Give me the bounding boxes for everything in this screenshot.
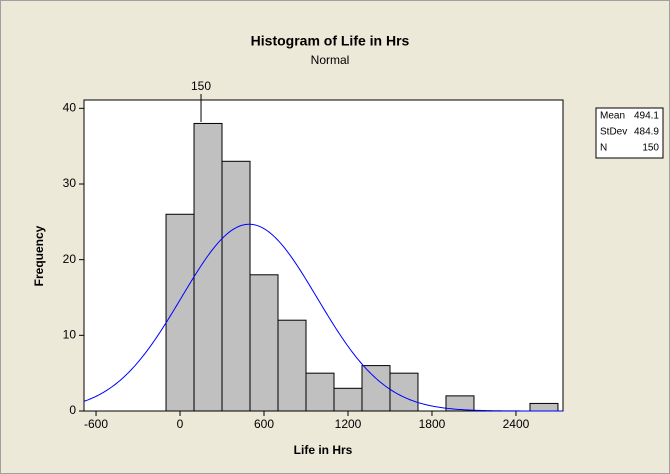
x-tick-label: 2400	[503, 417, 530, 431]
bar	[361, 365, 391, 412]
x-axis-label: Life in Hrs	[294, 443, 353, 457]
stat-value: 494.1	[634, 111, 659, 122]
stat-name: StDev	[600, 127, 627, 138]
chart-title: Histogram of Life in Hrs	[251, 33, 410, 49]
stat-value: 150	[642, 143, 659, 154]
x-tick-label: 1800	[419, 417, 446, 431]
normal-curve	[83, 223, 563, 412]
stat-name: N	[600, 143, 607, 154]
bar	[445, 395, 475, 412]
y-axis-label: Frequency	[32, 225, 46, 286]
stats-box	[595, 107, 664, 159]
bar	[249, 274, 279, 412]
bar	[221, 160, 251, 412]
bar	[165, 213, 195, 412]
x-tick-label: 600	[254, 417, 274, 431]
stat-value: 484.9	[634, 127, 659, 138]
y-tick-label: 10	[63, 328, 77, 342]
stat-name: Mean	[600, 111, 625, 122]
bar	[305, 372, 335, 412]
bar	[193, 122, 223, 412]
y-tick-label: 20	[63, 252, 77, 266]
y-tick-label: 40	[63, 100, 77, 114]
bar	[333, 387, 363, 412]
chart-subtitle: Normal	[311, 53, 350, 67]
plot-area	[83, 99, 564, 412]
x-tick-label: 0	[177, 417, 184, 431]
reference-label: 150	[191, 79, 211, 93]
x-tick-label: 1200	[335, 417, 362, 431]
x-tick-label: -600	[84, 417, 108, 431]
bar	[529, 402, 559, 412]
y-tick-label: 0	[69, 403, 76, 417]
y-tick-label: 30	[63, 176, 77, 190]
bar	[277, 319, 307, 412]
